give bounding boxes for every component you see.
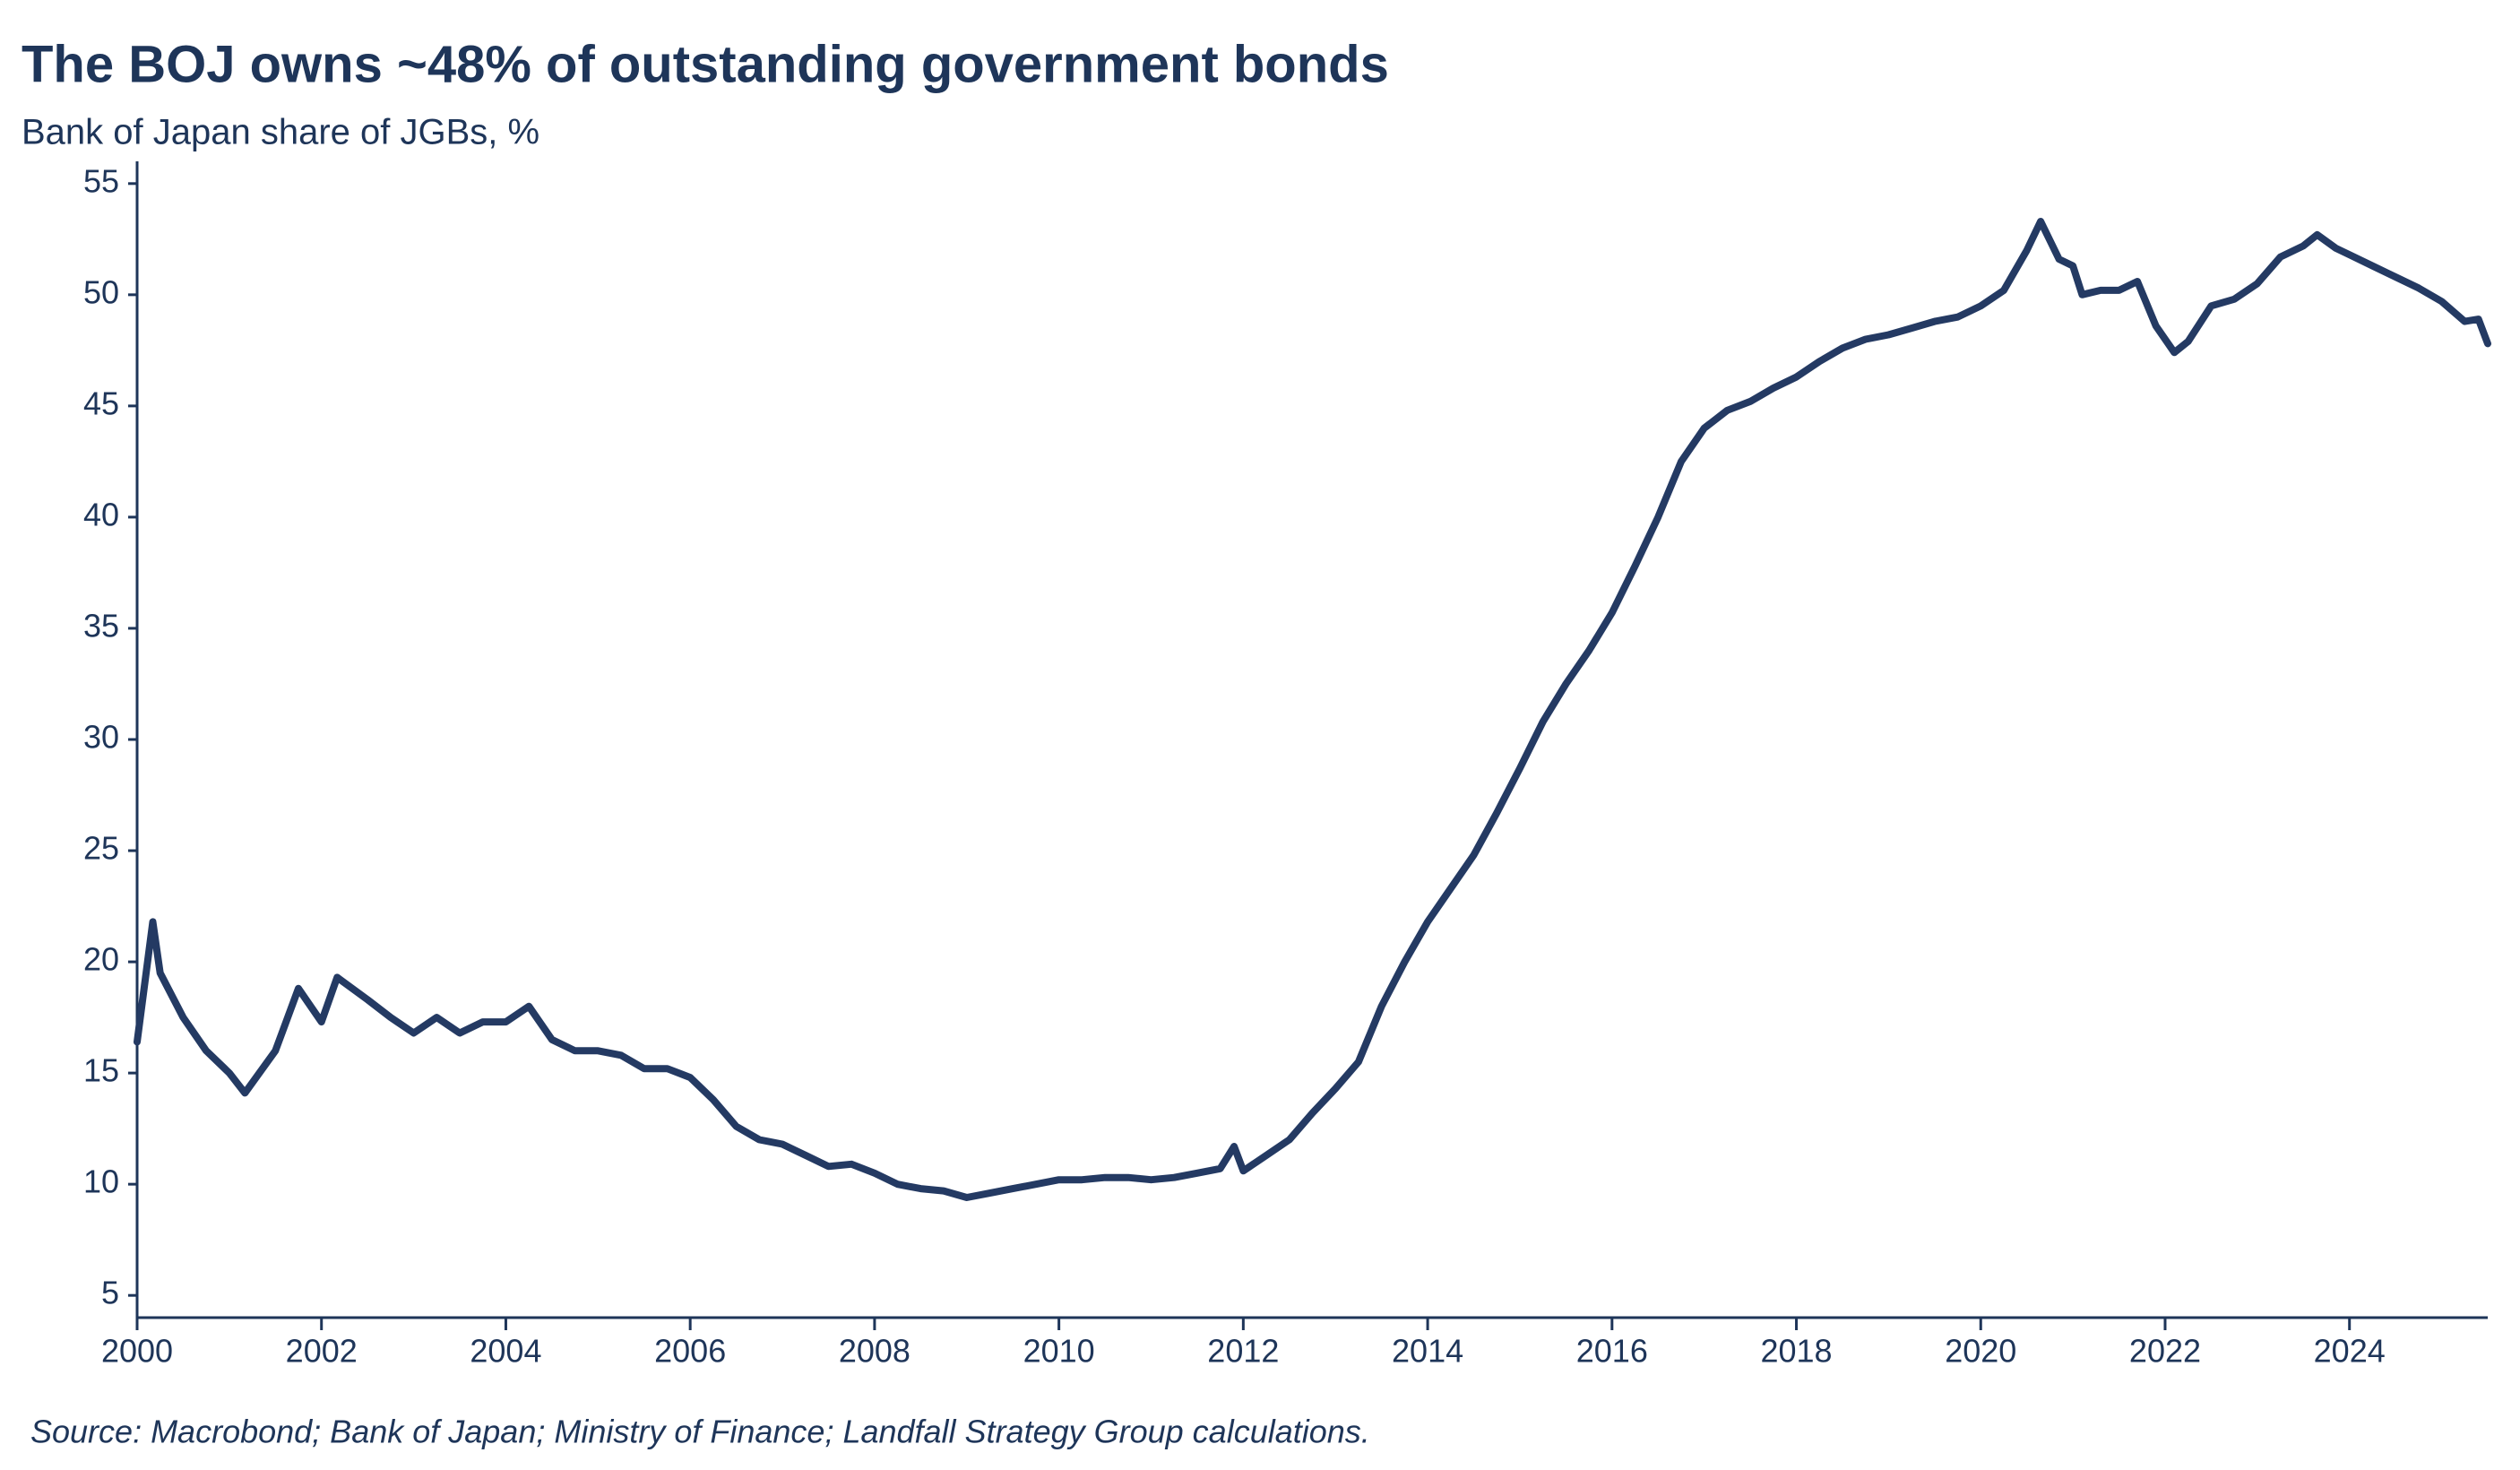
x-tick-label: 2022 bbox=[2129, 1333, 2201, 1370]
x-tick-label: 2010 bbox=[1023, 1333, 1095, 1370]
data-line bbox=[134, 218, 2491, 1201]
x-tick-label: 2000 bbox=[101, 1333, 173, 1370]
y-tick-label: 5 bbox=[101, 1275, 119, 1311]
x-tick-label: 2006 bbox=[654, 1333, 726, 1370]
y-tick-label: 30 bbox=[83, 719, 119, 756]
y-tick-label: 10 bbox=[83, 1163, 119, 1200]
x-tick-label: 2002 bbox=[286, 1333, 358, 1370]
y-tick-label: 35 bbox=[83, 607, 119, 644]
x-tick-label: 2012 bbox=[1207, 1333, 1279, 1370]
x-tick-label: 2024 bbox=[2314, 1333, 2386, 1370]
x-tick-label: 2016 bbox=[1576, 1333, 1648, 1370]
y-tick-label: 25 bbox=[83, 830, 119, 867]
chart-subtitle: Bank of Japan share of JGBs, % bbox=[22, 113, 539, 152]
y-tick-label: 45 bbox=[83, 385, 119, 421]
x-tick-label: 2014 bbox=[1392, 1333, 1463, 1370]
y-tick-label: 50 bbox=[83, 273, 119, 310]
y-tick-label: 55 bbox=[83, 162, 119, 199]
x-tick-label: 2004 bbox=[470, 1333, 541, 1370]
y-tick-label: 40 bbox=[83, 496, 119, 532]
x-tick-label: 2008 bbox=[839, 1333, 910, 1370]
y-tick-label: 20 bbox=[83, 941, 119, 978]
source-note: Source: Macrobond; Bank of Japan; Minist… bbox=[30, 1414, 1370, 1450]
chart-title: The BOJ owns ~48% of outstanding governm… bbox=[22, 35, 1389, 93]
y-tick-label: 15 bbox=[83, 1052, 119, 1089]
x-tick-label: 2018 bbox=[1760, 1333, 1832, 1370]
x-tick-label: 2020 bbox=[1945, 1333, 2016, 1370]
